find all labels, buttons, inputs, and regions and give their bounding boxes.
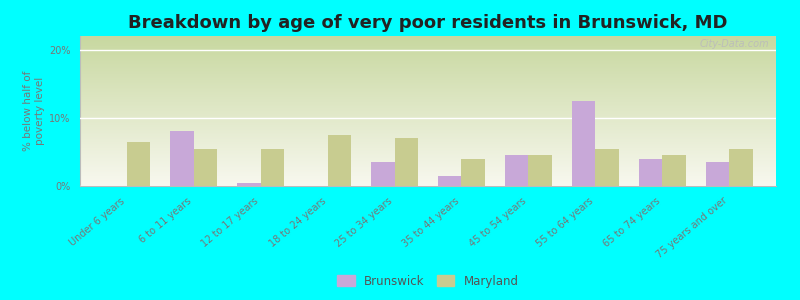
Bar bbox=[127, 142, 150, 186]
Legend: Brunswick, Maryland: Brunswick, Maryland bbox=[333, 270, 523, 292]
Bar bbox=[371, 162, 394, 186]
Bar bbox=[438, 176, 462, 186]
Bar bbox=[505, 155, 528, 186]
Title: Breakdown by age of very poor residents in Brunswick, MD: Breakdown by age of very poor residents … bbox=[128, 14, 728, 32]
Y-axis label: % below half of
poverty level: % below half of poverty level bbox=[23, 71, 45, 151]
Bar bbox=[706, 162, 729, 186]
Bar bbox=[194, 148, 217, 186]
Bar bbox=[572, 101, 595, 186]
Bar bbox=[238, 183, 261, 186]
Text: City-Data.com: City-Data.com bbox=[699, 39, 769, 49]
Bar bbox=[261, 148, 284, 186]
Bar bbox=[170, 131, 194, 186]
Bar bbox=[528, 155, 552, 186]
Bar bbox=[394, 138, 418, 186]
Bar bbox=[462, 159, 485, 186]
Bar bbox=[662, 155, 686, 186]
Bar bbox=[595, 148, 618, 186]
Bar bbox=[639, 159, 662, 186]
Bar bbox=[328, 135, 351, 186]
Bar bbox=[729, 148, 753, 186]
